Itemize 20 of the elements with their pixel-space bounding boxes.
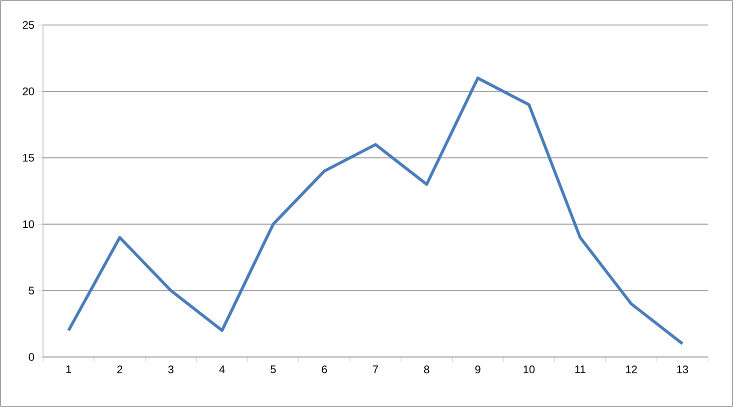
y-tick-label: 15 [23, 154, 34, 162]
x-tick-label: 6 [322, 366, 327, 374]
y-tick-label: 20 [22, 88, 34, 96]
x-tick-label: 10 [524, 366, 535, 374]
x-tick-label: 13 [677, 366, 688, 374]
x-tick-label: 5 [270, 366, 276, 374]
x-tick-label: 4 [219, 366, 225, 374]
x-tick-label: 11 [575, 366, 586, 374]
y-tick-label: 5 [28, 286, 34, 294]
y-tick-label: 10 [23, 220, 34, 228]
x-tick-label: 8 [424, 366, 430, 374]
x-tick-label: 2 [117, 366, 122, 374]
x-tick-label: 9 [475, 366, 480, 374]
x-tick-label: 1 [66, 366, 72, 374]
x-tick-label: 3 [168, 366, 174, 374]
y-tick-label: 0 [28, 353, 34, 361]
x-tick-label: 7 [373, 366, 378, 374]
x-tick-label: 12 [626, 366, 637, 374]
line-series [67, 76, 684, 346]
y-tick-label: 25 [22, 21, 34, 29]
